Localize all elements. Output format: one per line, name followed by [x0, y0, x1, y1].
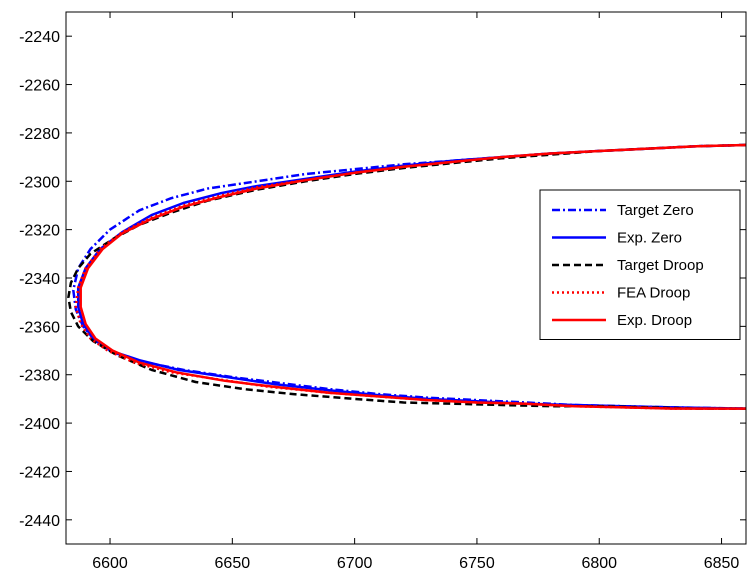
x-tick-label: 6700 [337, 555, 373, 572]
legend-label: Exp. Zero [617, 230, 682, 247]
y-tick-label: -2240 [19, 29, 60, 46]
y-tick-label: -2360 [19, 319, 60, 336]
series-line-target-droop [67, 143, 746, 410]
x-tick-label: 6750 [459, 555, 495, 572]
x-tick-label: 6600 [92, 555, 128, 572]
y-tick-label: -2260 [19, 78, 60, 95]
legend-label: FEA Droop [617, 285, 690, 302]
y-tick-label: -2340 [19, 271, 60, 288]
y-tick-label: -2380 [19, 368, 60, 385]
legend-label: Exp. Droop [617, 312, 692, 329]
y-tick-label: -2400 [19, 416, 60, 433]
legend: Target Zero Exp. Zero Target Droop FEA Droo… [539, 189, 741, 340]
y-tick-label: -2280 [19, 126, 60, 143]
y-tick-label: -2300 [19, 174, 60, 191]
x-tick-label: 6650 [215, 555, 251, 572]
plot-frame [65, 11, 747, 545]
series-line-exp-droop [79, 143, 746, 410]
ticks-layer: 6600 6650 6700 6750 6800 6850 -2440 -2420 -2400 -… [19, 12, 746, 572]
legend-label: Target Droop [617, 257, 704, 274]
y-tick-label: -2420 [19, 464, 60, 481]
x-tick-label: 6800 [581, 555, 617, 572]
y-tick-label: -2320 [19, 223, 60, 240]
series-layer [67, 143, 746, 410]
legend-label: Target Zero [617, 202, 694, 219]
legend-box [539, 189, 741, 340]
y-tick-label: -2440 [19, 513, 60, 530]
series-line-fea-droop [74, 143, 746, 410]
x-tick-label: 6850 [704, 555, 740, 572]
